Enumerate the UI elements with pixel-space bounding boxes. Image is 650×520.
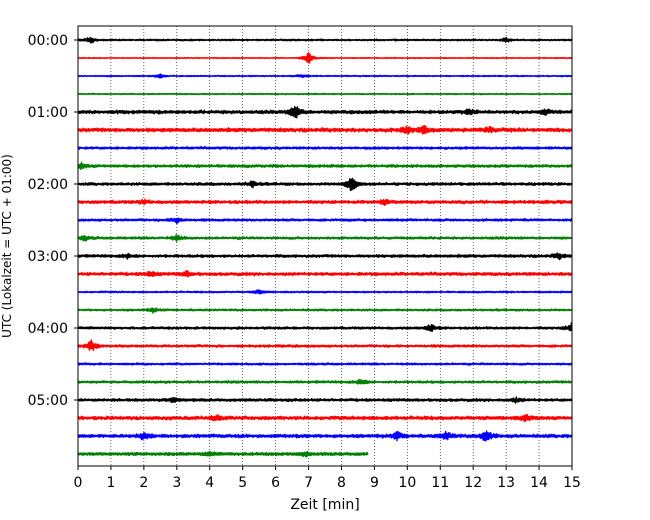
trace-0230: [77, 217, 573, 225]
trace-0515: [77, 414, 573, 423]
plot-frame: [77, 25, 573, 467]
x-tick-label-3: 3: [172, 475, 181, 491]
x-axis-ticks: 0 1 2 3 4 5 6 7 8 9 10 11 12 13 14 15: [74, 466, 581, 491]
trace-0100: [77, 105, 573, 119]
trace-0500: [77, 396, 573, 404]
x-tick-label-11: 11: [431, 475, 449, 491]
y-tick-label-3: 03:00: [28, 249, 68, 265]
y-tick-label-1: 01:00: [28, 105, 68, 121]
x-tick-label-14: 14: [530, 475, 548, 491]
x-tick-label-6: 6: [271, 475, 280, 491]
trace-group: [77, 36, 573, 458]
x-tick-label-12: 12: [464, 475, 482, 491]
trace-0000: [77, 36, 573, 44]
y-axis-ticks: 00:00 01:00 02:00 03:00 04:00 05:00: [28, 33, 78, 409]
x-tick-label-7: 7: [304, 475, 313, 491]
x-tick-label-10: 10: [398, 475, 416, 491]
trace-0415: [77, 339, 573, 351]
trace-0315: [77, 270, 573, 278]
x-tick-label-2: 2: [139, 475, 148, 491]
x-tick-label-1: 1: [106, 475, 115, 491]
trace-0130: [77, 145, 573, 150]
x-tick-label-15: 15: [563, 475, 581, 491]
trace-0330: [77, 289, 573, 295]
trace-0215: [77, 198, 573, 207]
x-tick-label-4: 4: [205, 475, 214, 491]
y-tick-label-2: 02:00: [28, 177, 68, 193]
trace-0045: [77, 92, 573, 96]
trace-0400: [77, 322, 573, 332]
trace-0345: [77, 307, 573, 314]
trace-0030: [77, 73, 573, 79]
vertical-grid: [110, 26, 540, 466]
x-tick-label-8: 8: [337, 475, 346, 491]
y-axis-label: UTC (Lokalzeit = UTC + 01:00): [0, 154, 14, 338]
y-tick-label-5: 05:00: [28, 393, 68, 409]
trace-0430: [77, 362, 573, 366]
y-tick-label-4: 04:00: [28, 321, 68, 337]
trace-0245: [77, 233, 573, 243]
trace-0200: [77, 177, 573, 192]
trace-0545: [77, 450, 369, 458]
trace-0530: [77, 430, 573, 442]
trace-0145: [77, 161, 573, 171]
trace-0300: [77, 252, 573, 261]
x-tick-label-9: 9: [370, 475, 379, 491]
x-tick-label-0: 0: [74, 475, 83, 491]
y-tick-label-0: 00:00: [28, 33, 68, 49]
trace-0115: [77, 125, 573, 135]
x-tick-label-5: 5: [238, 475, 247, 491]
plot-area: [77, 25, 573, 467]
x-axis-label: Zeit [min]: [290, 497, 359, 513]
trace-0445: [77, 379, 573, 385]
trace-0015: [77, 51, 573, 64]
x-tick-label-13: 13: [497, 475, 515, 491]
